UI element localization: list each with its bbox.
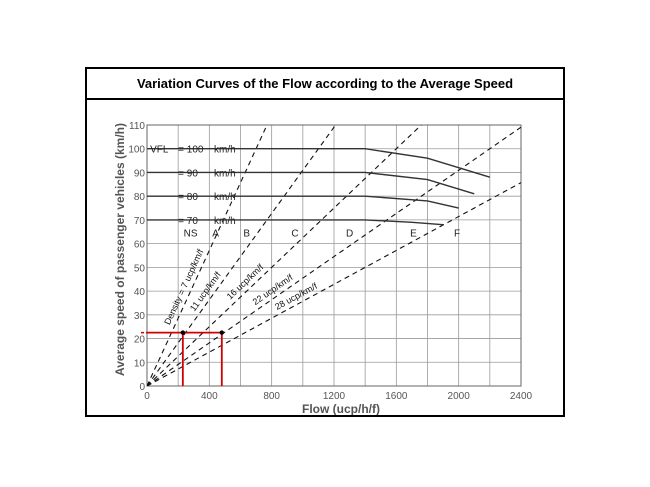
y-tick-label: 70 — [134, 216, 146, 227]
chart-figure: Variation Curves of the Flow according t… — [85, 67, 565, 417]
density-line — [147, 182, 521, 386]
vfl-label: VFL — [150, 145, 169, 156]
density-line — [147, 125, 268, 386]
vfl-unit-label: km/h — [214, 168, 236, 179]
plot-border — [146, 124, 522, 387]
los-label: NS — [184, 229, 198, 240]
los-label: E — [410, 229, 417, 240]
y-tick-label: 90 — [134, 168, 146, 179]
vfl-value-label: = 100 — [178, 145, 204, 156]
plot-content — [147, 125, 521, 386]
chart-title: Variation Curves of the Flow according t… — [136, 76, 514, 91]
x-axis-label: Flow (ucp/h/f) — [302, 402, 380, 415]
vfl-curve — [147, 219, 444, 226]
vfl-value-label: = 70 — [178, 216, 198, 227]
y-axis-label: Average speed of passenger vehicles (km/… — [113, 123, 127, 376]
vfl-unit-label: km/h — [214, 192, 236, 203]
x-tick-label: 400 — [201, 391, 218, 402]
x-tick-label: 0 — [144, 391, 150, 402]
vfl-curve — [147, 195, 459, 209]
x-tick-label: 800 — [263, 391, 280, 402]
x-tick-label: 2400 — [510, 391, 533, 402]
x-tick-label: 2000 — [448, 391, 471, 402]
x-tick-label: 1200 — [323, 391, 346, 402]
example-point — [219, 330, 224, 335]
x-tick-label: 1600 — [385, 391, 408, 402]
chart-title-bar: Variation Curves of the Flow according t… — [87, 69, 563, 100]
y-tick-label: 20 — [134, 335, 146, 346]
y-tick-label: 80 — [134, 192, 146, 203]
los-label: D — [346, 229, 353, 240]
los-label: A — [212, 229, 219, 240]
vfl-unit-label: km/h — [214, 145, 236, 156]
chart-svg: 0 400 800 1200 1600 2000 2400 0 10 20 30 40 50 60 70 80… — [113, 121, 533, 415]
y-tick-label: 0 — [139, 382, 145, 393]
y-tick-label: 60 — [134, 240, 146, 251]
example-point — [180, 330, 186, 335]
density-line — [147, 126, 521, 386]
y-tick-label: 30 — [134, 311, 146, 322]
vfl-curve — [147, 148, 491, 178]
los-label: F — [454, 229, 460, 240]
y-tick-label: 40 — [134, 287, 146, 298]
vfl-value-label: = 90 — [178, 168, 198, 179]
density-line — [147, 125, 422, 386]
vfl-curve — [147, 171, 475, 195]
vfl-unit-label: km/h — [214, 216, 236, 227]
y-tick-label: 100 — [128, 145, 145, 156]
los-label: C — [291, 229, 298, 240]
y-tick-label: 10 — [134, 358, 146, 369]
y-tick-label: 50 — [134, 263, 146, 274]
vfl-value-label: = 80 — [178, 192, 198, 203]
los-label: B — [243, 229, 250, 240]
y-tick-label: 110 — [129, 121, 145, 132]
